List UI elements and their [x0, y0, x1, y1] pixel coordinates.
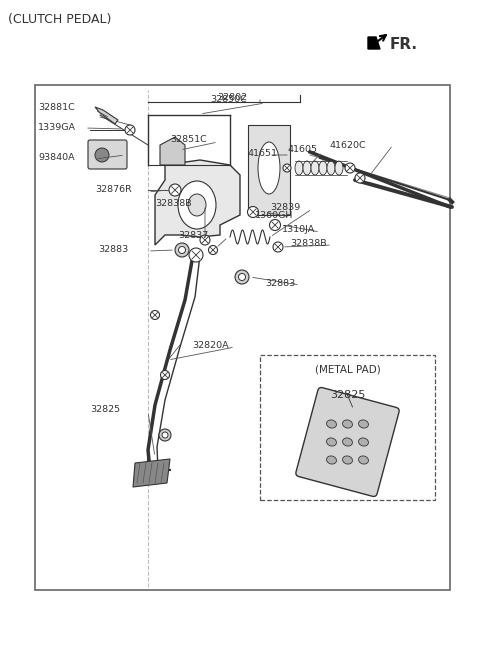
Circle shape — [200, 235, 210, 245]
Circle shape — [162, 432, 168, 438]
FancyArrowPatch shape — [372, 35, 386, 45]
Ellipse shape — [359, 456, 369, 464]
Text: 93840A: 93840A — [38, 153, 74, 162]
Polygon shape — [133, 459, 170, 487]
Ellipse shape — [335, 161, 343, 175]
Circle shape — [175, 243, 189, 257]
Text: 32820A: 32820A — [192, 341, 228, 350]
Ellipse shape — [327, 161, 335, 175]
Ellipse shape — [319, 161, 327, 175]
Ellipse shape — [343, 438, 352, 446]
Ellipse shape — [326, 438, 336, 446]
Ellipse shape — [295, 161, 303, 175]
Text: 32837: 32837 — [178, 231, 208, 240]
Ellipse shape — [188, 194, 206, 216]
Circle shape — [160, 371, 169, 379]
Circle shape — [355, 173, 365, 183]
FancyBboxPatch shape — [260, 355, 435, 500]
Ellipse shape — [359, 420, 369, 428]
Text: 41620C: 41620C — [330, 141, 367, 149]
Ellipse shape — [326, 420, 336, 428]
Ellipse shape — [178, 181, 216, 229]
Ellipse shape — [303, 161, 311, 175]
Ellipse shape — [326, 456, 336, 464]
Circle shape — [189, 248, 203, 262]
Text: FR.: FR. — [390, 37, 418, 52]
Text: 41651: 41651 — [248, 149, 278, 157]
Polygon shape — [368, 37, 380, 49]
Text: 32883: 32883 — [98, 244, 128, 253]
Polygon shape — [95, 107, 118, 124]
Text: 32851C: 32851C — [170, 136, 207, 145]
Text: 32838B: 32838B — [155, 198, 192, 208]
Circle shape — [159, 429, 171, 441]
Ellipse shape — [359, 438, 369, 446]
Circle shape — [239, 274, 245, 280]
Circle shape — [273, 242, 283, 252]
Circle shape — [283, 164, 291, 172]
Circle shape — [179, 246, 185, 253]
Ellipse shape — [311, 161, 319, 175]
Text: 32838B: 32838B — [290, 238, 326, 248]
Text: 32876R: 32876R — [95, 185, 132, 193]
Text: 32839: 32839 — [270, 202, 300, 212]
FancyBboxPatch shape — [296, 388, 399, 496]
Circle shape — [95, 148, 109, 162]
Text: 32802: 32802 — [217, 92, 247, 102]
Text: 41605: 41605 — [288, 145, 318, 155]
Circle shape — [169, 184, 181, 196]
Text: 1360GH: 1360GH — [255, 210, 293, 219]
Text: 32825: 32825 — [330, 390, 365, 400]
Circle shape — [235, 270, 249, 284]
Circle shape — [248, 206, 259, 217]
Text: (CLUTCH PEDAL): (CLUTCH PEDAL) — [8, 13, 111, 26]
Text: 32850C: 32850C — [210, 96, 247, 105]
Polygon shape — [160, 137, 185, 165]
Ellipse shape — [258, 142, 280, 194]
Circle shape — [269, 219, 280, 231]
FancyBboxPatch shape — [88, 140, 127, 169]
Text: 32881C: 32881C — [38, 102, 75, 111]
Text: 1339GA: 1339GA — [38, 124, 76, 132]
FancyBboxPatch shape — [248, 125, 290, 215]
Text: 32883: 32883 — [265, 278, 295, 288]
Circle shape — [208, 246, 217, 255]
Circle shape — [151, 310, 159, 320]
Circle shape — [125, 125, 135, 135]
Ellipse shape — [343, 420, 352, 428]
Text: 32825: 32825 — [90, 405, 120, 415]
Text: (METAL PAD): (METAL PAD) — [314, 365, 380, 375]
Circle shape — [345, 163, 355, 173]
Ellipse shape — [343, 456, 352, 464]
Text: 1310JA: 1310JA — [282, 225, 315, 233]
Polygon shape — [155, 160, 240, 245]
